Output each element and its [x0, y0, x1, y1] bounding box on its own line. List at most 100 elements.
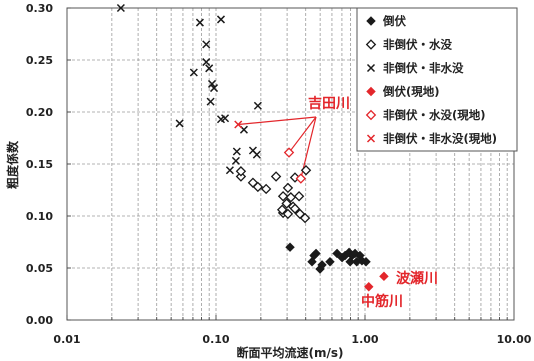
annotation-leader-line [288, 116, 317, 153]
cross-marker [209, 84, 219, 93]
series-3-point [225, 166, 234, 175]
series-3-point [209, 84, 219, 93]
series-3-point [231, 156, 240, 165]
cross-marker [175, 119, 184, 128]
open-diamond-marker [252, 181, 264, 193]
open-diamond-marker [270, 171, 282, 182]
cross-marker [234, 120, 243, 129]
legend-label: 非倒伏・非水没 [383, 61, 464, 75]
axis-ticks: 0.00 0.05 0.10 0.15 0.20 0.25 0.30 0.01 0.10 1.00… [26, 2, 532, 346]
open-diamond-marker [277, 191, 289, 202]
series-2-point [282, 208, 294, 220]
x-tick-label: 0.01 [53, 333, 80, 346]
annotation-label: 中筋川 [361, 293, 403, 310]
y-axis-title: 粗度係数 [5, 140, 20, 189]
cross-marker [207, 79, 217, 88]
filled-diamond-marker [364, 281, 374, 292]
data-points [116, 3, 389, 292]
cross-marker [252, 150, 261, 159]
filled-diamond-marker [350, 248, 360, 259]
series-2-point [282, 182, 294, 194]
filled-diamond-marker [345, 257, 355, 267]
cross-marker [366, 134, 376, 143]
y-tick-label: 0.15 [26, 158, 53, 171]
series-3-point [189, 68, 198, 77]
legend-marker [365, 109, 377, 121]
cross-marker [231, 156, 240, 165]
filled-diamond-marker [361, 257, 371, 267]
series-2-point [299, 212, 311, 224]
series-1-point [350, 248, 360, 259]
filled-diamond-marker [332, 248, 342, 259]
open-diamond-marker [282, 182, 294, 194]
series-1-point [325, 257, 335, 267]
series-2-point [235, 166, 247, 177]
series-1-point [345, 257, 355, 267]
series-3-point [195, 18, 204, 27]
open-diamond-marker [285, 192, 297, 203]
series-2-point [293, 191, 305, 202]
y-tick-label: 0.20 [26, 106, 53, 119]
cross-marker [189, 68, 198, 77]
annotation-label: 波瀬川 [396, 270, 438, 287]
series-4-point [364, 281, 374, 292]
cross-marker [205, 64, 214, 73]
series-5-point [295, 173, 307, 184]
series-3-point [116, 3, 125, 13]
open-diamond-marker [235, 166, 247, 177]
open-diamond-marker [289, 172, 301, 183]
legend-item: 倒伏(現地) [366, 85, 440, 99]
legend-item: 非倒伏・水没 [365, 38, 452, 52]
filled-diamond-marker [317, 260, 327, 270]
legend-label: 非倒伏・水没(現地) [383, 108, 486, 122]
series-1-point [307, 257, 317, 267]
y-tick-label: 0.25 [26, 54, 53, 67]
series-3-point [253, 101, 262, 110]
series-2-point [289, 172, 301, 183]
series-5-point [283, 147, 295, 158]
open-diamond-marker [276, 204, 288, 215]
cross-marker [195, 18, 204, 27]
series-2-point [281, 198, 292, 209]
legend-item: 倒伏 [366, 14, 406, 28]
series-2-point [252, 181, 264, 193]
legend-marker [366, 16, 376, 26]
open-diamond-marker [365, 39, 377, 50]
filled-diamond-marker [366, 16, 376, 26]
series-2-point [289, 203, 301, 214]
cross-marker [216, 15, 226, 24]
series-3-point [216, 15, 226, 24]
annotation-leader-line [238, 116, 317, 126]
series-1-point [317, 260, 327, 270]
open-diamond-marker [293, 191, 305, 202]
series-3-point [205, 64, 214, 73]
series-4-point [379, 271, 389, 282]
x-tick-label: 0.10 [202, 333, 229, 346]
series-3-point [207, 79, 217, 88]
y-tick-label: 0.30 [26, 2, 53, 15]
series-1-point [285, 242, 295, 252]
series-2-point [277, 191, 289, 202]
series-2-point [260, 183, 272, 195]
open-diamond-marker [260, 183, 272, 195]
open-diamond-marker [365, 109, 377, 121]
open-diamond-marker [295, 173, 307, 184]
legend-item: 非倒伏・非水没(現地) [366, 132, 497, 146]
x-axis-title: 断面平均流速(m/s) [237, 345, 344, 360]
series-3-point [221, 114, 230, 123]
series-1-point [361, 257, 371, 267]
series-3-point [206, 97, 215, 106]
cross-marker [366, 63, 376, 73]
series-3-point [175, 119, 184, 128]
series-3-point [232, 147, 241, 156]
open-diamond-marker [294, 208, 306, 220]
cross-marker [202, 40, 211, 49]
open-diamond-marker [300, 165, 312, 176]
gridlines [67, 8, 514, 320]
series-2-point [270, 171, 282, 182]
series-2-point [276, 204, 288, 215]
cross-marker [116, 3, 125, 13]
